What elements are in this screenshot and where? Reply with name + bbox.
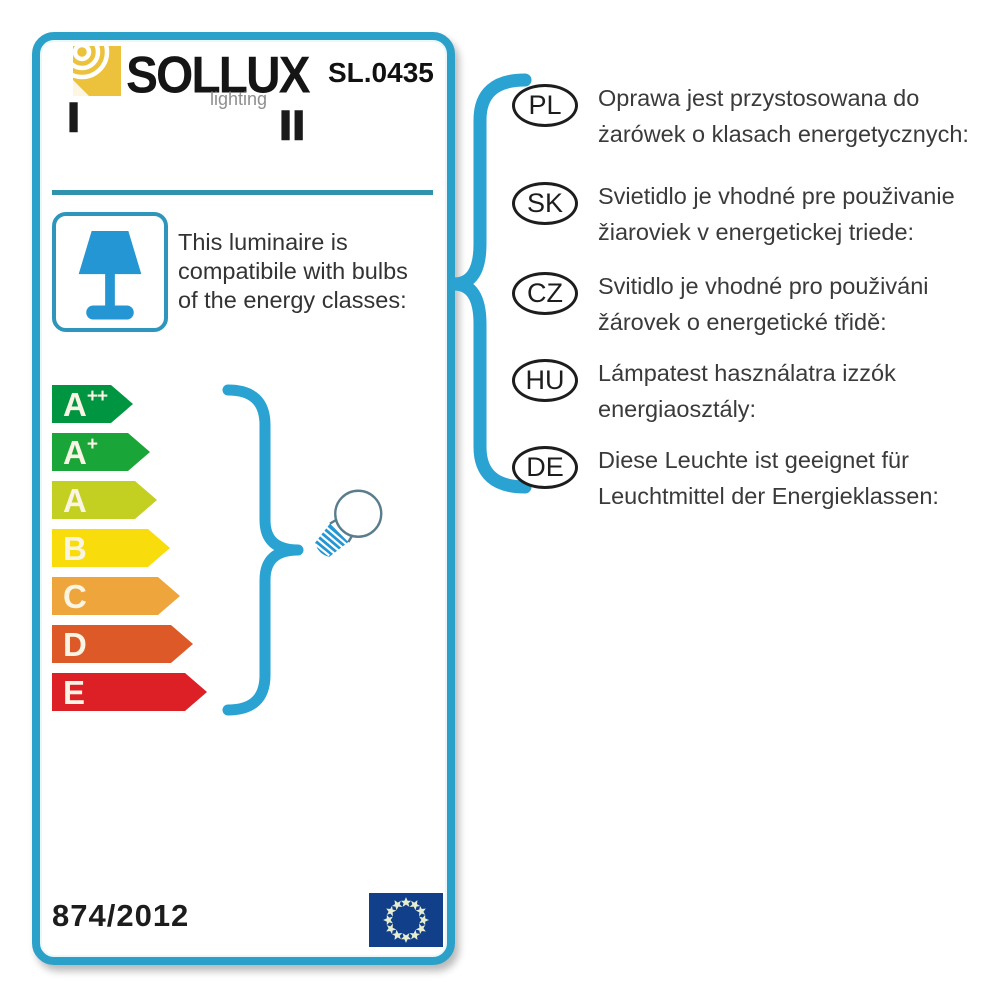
translation-text-hu: Lámpatest használatra izzók energiaosztá… [598, 355, 896, 427]
translation-line-1: Svietidlo je vhodné pre použivanie [598, 183, 955, 209]
translation-row-sk: SK Svietidlo je vhodné pre použivanie ži… [512, 178, 955, 250]
energy-class-scale: A++ A+ A B C D E [52, 385, 207, 721]
energy-class-arrow-a: A [52, 481, 157, 519]
product-model-code: SL.0435 [328, 57, 434, 88]
translations-group-brace [450, 73, 532, 494]
header-divider [52, 190, 433, 195]
translation-line-2: Leuchtmittel der Energieklassen: [598, 483, 939, 509]
translation-line-2: žárovek o energetické třidě: [598, 309, 887, 335]
class-letter: A [63, 434, 87, 471]
class-sup: + [86, 434, 97, 455]
language-badge-cz: CZ [512, 272, 578, 315]
class-sup: ++ [86, 386, 108, 407]
translation-line-2: żarówek o klasach energetycznych: [598, 121, 969, 147]
statement-line-1: This luminaire is [178, 229, 348, 255]
registration-mark-2: II [279, 104, 307, 148]
translation-text-cz: Svitidlo je vhodné pro použiváni žárovek… [598, 268, 929, 340]
class-letter: A [63, 386, 87, 423]
language-badge-sk: SK [512, 182, 578, 225]
compatibility-statement-en: This luminaire is compatibile with bulbs… [178, 228, 458, 315]
class-letter: C [63, 578, 87, 615]
language-badge-hu: HU [512, 359, 578, 402]
light-bulb-icon [314, 489, 383, 557]
language-badge-de: DE [512, 446, 578, 489]
class-letter: D [63, 626, 87, 663]
translation-line-2: žiaroviek v energetickej triede: [598, 219, 915, 245]
translation-row-de: DE Diese Leuchte ist geeignet für Leucht… [512, 442, 939, 514]
energy-class-arrow-c: C [52, 577, 180, 615]
translation-text-pl: Oprawa jest przystosowana do żarówek o k… [598, 80, 969, 152]
translation-line-1: Svitidlo je vhodné pro použiváni [598, 273, 929, 299]
arrows-group-brace [222, 384, 304, 716]
energy-class-arrow-b: B [52, 529, 170, 567]
translation-row-pl: PL Oprawa jest przystosowana do żarówek … [512, 80, 969, 152]
translation-line-2: energiaosztály: [598, 396, 757, 422]
registration-mark-1: I [67, 96, 81, 140]
energy-class-arrow-a-plus-plus: A++ [52, 385, 133, 423]
statement-line-2: compatibile with bulbs [178, 258, 408, 284]
eu-regulation-number: 874/2012 [52, 898, 190, 933]
translation-line-1: Diese Leuchte ist geeignet für [598, 447, 909, 473]
class-letter: B [63, 530, 87, 567]
translation-text-sk: Svietidlo je vhodné pre použivanie žiaro… [598, 178, 955, 250]
table-lamp-icon [78, 230, 142, 320]
language-badge-pl: PL [512, 84, 578, 127]
sollux-logo-icon [73, 46, 121, 96]
energy-class-arrow-d: D [52, 625, 193, 663]
lamp-pictogram-frame [52, 212, 168, 332]
translation-row-hu: HU Lámpatest használatra izzók energiaos… [512, 355, 896, 427]
energy-class-arrow-e: E [52, 673, 207, 711]
energy-class-arrow-a-plus: A+ [52, 433, 150, 471]
translation-row-cz: CZ Svitidlo je vhodné pro použiváni žáro… [512, 268, 929, 340]
energy-label-card: SOLLUX lighting SL.0435 I II This lumina… [32, 32, 455, 965]
brand-subtitle: lighting [210, 89, 268, 109]
class-letter: A [63, 482, 87, 519]
statement-line-3: of the energy classes: [178, 287, 407, 313]
translation-line-1: Lámpatest használatra izzók [598, 360, 896, 386]
brand-name: SOLLUX [126, 47, 311, 105]
translation-text-de: Diese Leuchte ist geeignet für Leuchtmit… [598, 442, 939, 514]
translation-line-1: Oprawa jest przystosowana do [598, 85, 920, 111]
eu-flag-icon [369, 893, 443, 947]
class-letter: E [63, 674, 86, 711]
